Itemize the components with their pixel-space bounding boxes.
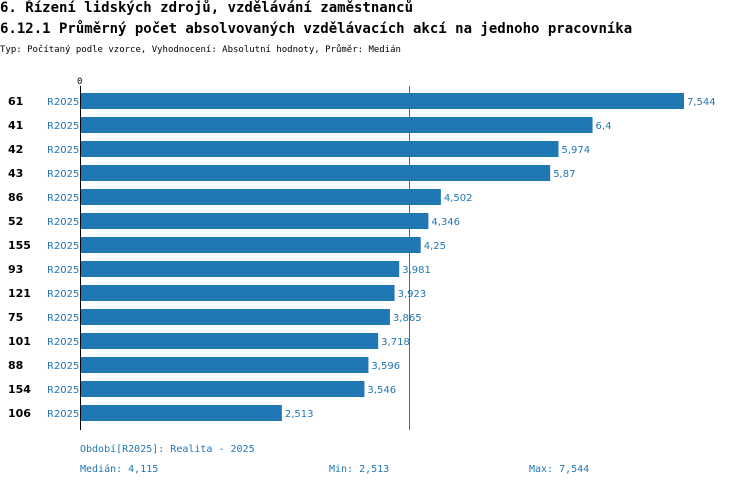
- category-label: 101: [8, 335, 31, 348]
- series-label: R2025: [47, 217, 79, 228]
- value-label: 3,546: [367, 385, 396, 396]
- value-label: 7,544: [687, 97, 716, 108]
- footer-max: Max: 7,544: [529, 464, 590, 475]
- category-label: 88: [8, 359, 23, 372]
- category-label: 121: [8, 287, 31, 300]
- category-label: 41: [8, 119, 23, 132]
- value-label: 3,718: [381, 337, 410, 348]
- series-label: R2025: [47, 169, 79, 180]
- series-label: R2025: [47, 385, 79, 396]
- category-label: 86: [8, 191, 24, 204]
- series-label: R2025: [47, 193, 79, 204]
- series-label: R2025: [47, 289, 79, 300]
- value-label: 4,502: [444, 193, 473, 204]
- bar: [81, 189, 441, 205]
- category-label: 93: [8, 263, 23, 276]
- series-label: R2025: [47, 265, 79, 276]
- bar: [81, 93, 684, 109]
- chart-title: 6.12.1 Průměrný počet absolvovaných vzdě…: [0, 21, 633, 37]
- bar: [81, 261, 400, 277]
- value-label: 3,981: [402, 265, 431, 276]
- footer-period: Období[R2025]: Realita - 2025: [80, 444, 255, 455]
- series-label: R2025: [47, 337, 79, 348]
- value-label: 3,596: [371, 361, 400, 372]
- bar: [81, 381, 365, 397]
- bar: [81, 141, 559, 157]
- series-label: R2025: [47, 313, 79, 324]
- axis-zero-label: 0: [77, 77, 82, 87]
- series-label: R2025: [47, 361, 79, 372]
- bar: [81, 405, 282, 421]
- series-label: R2025: [47, 145, 79, 156]
- bar: [81, 285, 395, 301]
- value-label: 6,4: [596, 121, 612, 132]
- category-label: 155: [8, 239, 31, 252]
- value-label: 2,513: [285, 409, 314, 420]
- bar: [81, 357, 369, 373]
- value-label: 3,923: [398, 289, 427, 300]
- page-title: 6. Řízení lidských zdrojů, vzdělávání za…: [0, 0, 414, 16]
- bar: [81, 213, 429, 229]
- chart-type-line: Typ: Počítaný podle vzorce, Vyhodnocení:…: [0, 45, 401, 55]
- category-label: 106: [8, 407, 31, 420]
- bar: [81, 333, 379, 349]
- category-label: 43: [8, 167, 23, 180]
- series-label: R2025: [47, 121, 79, 132]
- category-label: 42: [8, 143, 23, 156]
- bar: [81, 309, 390, 325]
- category-label: 52: [8, 215, 23, 228]
- bar: [81, 237, 421, 253]
- value-label: 5,87: [553, 169, 575, 180]
- footer-min: Min: 2,513: [329, 464, 390, 475]
- value-label: 3,865: [393, 313, 422, 324]
- series-label: R2025: [47, 241, 79, 252]
- bar: [81, 165, 551, 181]
- value-label: 4,25: [424, 241, 446, 252]
- category-label: 61: [8, 95, 23, 108]
- series-label: R2025: [47, 409, 79, 420]
- value-label: 4,346: [431, 217, 460, 228]
- series-label: R2025: [47, 97, 79, 108]
- category-label: 75: [8, 311, 23, 324]
- bar: [81, 117, 593, 133]
- footer-median: Medián: 4,115: [80, 464, 159, 475]
- category-label: 154: [8, 383, 31, 396]
- value-label: 5,974: [562, 145, 591, 156]
